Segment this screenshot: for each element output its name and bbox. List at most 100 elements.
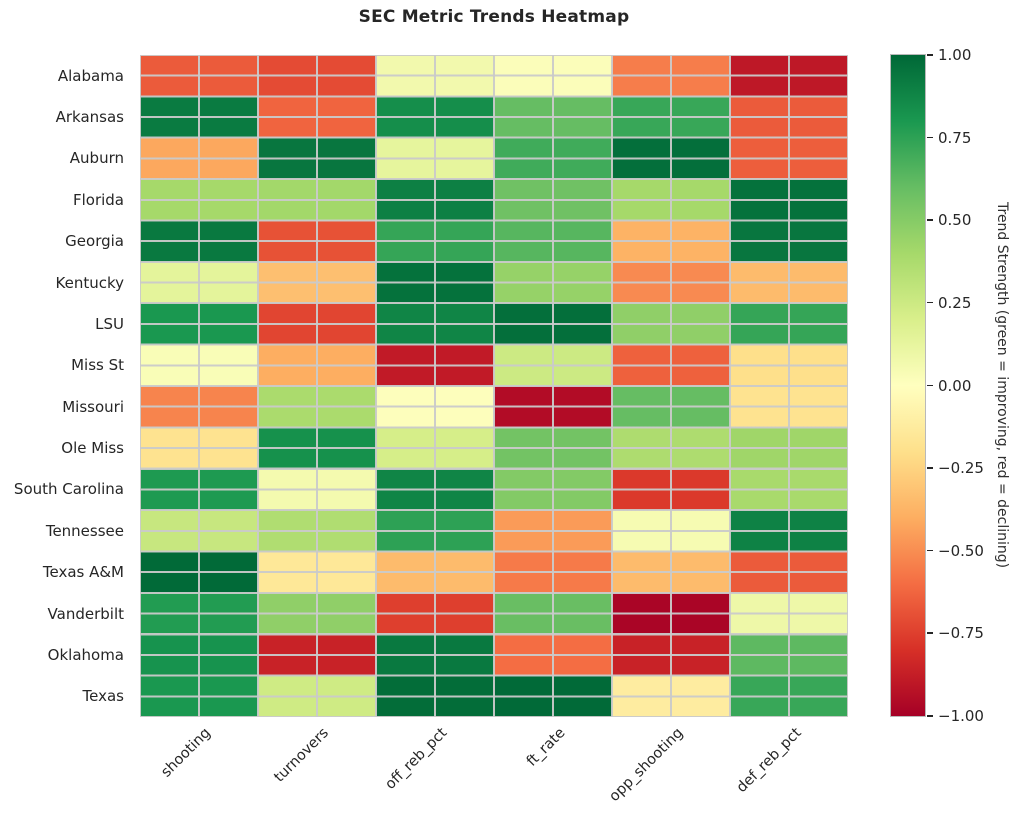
y-tick-label: Vanderbilt (47, 604, 124, 623)
heatmap-cell (140, 261, 258, 304)
heatmap-cell (376, 179, 494, 221)
heatmap-cell (612, 592, 730, 635)
heatmap-cell (140, 675, 258, 717)
colorbar-tick-label: 1.00 (938, 46, 972, 64)
colorbar-tick-label: 0.75 (938, 128, 972, 147)
heatmap-cell (612, 427, 730, 469)
heatmap-cell (612, 179, 730, 221)
heatmap-cell (140, 55, 258, 97)
colorbar-tick-mark (927, 549, 933, 552)
heatmap-cell (612, 510, 730, 552)
heatmap-cell (376, 427, 494, 469)
heatmap-cell (258, 386, 376, 428)
heatmap-grid (140, 55, 848, 717)
colorbar-tick-mark (927, 715, 933, 717)
heatmap-cell (494, 303, 612, 345)
heatmap-cell (730, 510, 848, 552)
heatmap-cell (140, 386, 258, 428)
heatmap-cell (612, 303, 730, 345)
y-tick-label: Tennessee (45, 521, 124, 540)
y-tick-label: Texas (82, 687, 124, 706)
y-tick-label: Georgia (65, 232, 124, 251)
heatmap-cell (494, 179, 612, 221)
heatmap-cell (376, 468, 494, 511)
heatmap-cell (730, 468, 848, 511)
heatmap-cell (140, 179, 258, 221)
heatmap-cell (258, 427, 376, 469)
heatmap-cell (376, 675, 494, 717)
heatmap-cell (612, 344, 730, 386)
heatmap-cell (494, 427, 612, 469)
heatmap-cell (494, 96, 612, 138)
y-tick-label: Miss St (71, 356, 124, 375)
heatmap-cell (494, 510, 612, 552)
heatmap-cell (612, 634, 730, 676)
colorbar-tick-label: −1.00 (938, 707, 984, 725)
heatmap-cell (612, 468, 730, 511)
colorbar-tick-mark (927, 136, 933, 139)
heatmap-cell (140, 344, 258, 386)
heatmap-cell (494, 55, 612, 97)
colorbar-axis-label: Trend Strength (green = improving, red =… (994, 202, 1010, 569)
heatmap-cell (376, 303, 494, 345)
heatmap-cell (258, 303, 376, 345)
colorbar-tick-mark (927, 384, 933, 387)
heatmap-cell (140, 303, 258, 345)
heatmap-cell (612, 137, 730, 180)
heatmap-cell (612, 55, 730, 97)
heatmap-cell (730, 220, 848, 262)
y-tick-label: LSU (95, 314, 124, 333)
y-tick-label: Ole Miss (61, 439, 124, 458)
heatmap-cell (730, 592, 848, 635)
y-tick-label: Missouri (62, 397, 124, 416)
heatmap-cell (258, 96, 376, 138)
heatmap-cell (730, 96, 848, 138)
heatmap-cell (376, 261, 494, 304)
heatmap-cell (612, 96, 730, 138)
heatmap-cell (612, 386, 730, 428)
heatmap-cell (730, 303, 848, 345)
heatmap-cell (140, 551, 258, 593)
heatmap-cell (494, 344, 612, 386)
heatmap-cell (258, 592, 376, 635)
colorbar-gradient (890, 54, 926, 717)
colorbar-tick-mark (927, 301, 933, 304)
heatmap-cell (258, 261, 376, 304)
y-tick-label: Kentucky (55, 273, 125, 292)
heatmap-cell (376, 592, 494, 635)
heatmap-cell (258, 468, 376, 511)
heatmap-cell (612, 220, 730, 262)
y-axis-labels: Alabama Arkansas Auburn Florida Georgia Kentu… (0, 55, 132, 717)
x-tick-label: off_reb_pct (382, 725, 451, 793)
x-tick-label: ft_rate (523, 725, 569, 770)
y-tick-label: Arkansas (55, 108, 124, 127)
heatmap-cell (494, 261, 612, 304)
heatmap-cell (140, 468, 258, 511)
heatmap-cell (730, 634, 848, 676)
heatmap-cell (376, 344, 494, 386)
heatmap-cell (730, 344, 848, 386)
heatmap-cell (258, 55, 376, 97)
heatmap-cell (140, 137, 258, 180)
x-tick-label: opp_shooting (606, 725, 687, 805)
heatmap-cell (730, 179, 848, 221)
heatmap-cell (258, 344, 376, 386)
y-tick-label: Alabama (57, 66, 124, 85)
heatmap-cell (494, 551, 612, 593)
heatmap-cell (730, 427, 848, 469)
y-tick-label: Oklahoma (47, 645, 124, 664)
heatmap-cell (140, 220, 258, 262)
heatmap-cell (730, 137, 848, 180)
heatmap-cell (140, 510, 258, 552)
heatmap-cell (730, 261, 848, 304)
heatmap-cell (494, 220, 612, 262)
heatmap-cell (730, 675, 848, 717)
heatmap-cell (612, 551, 730, 593)
heatmap-cell (494, 675, 612, 717)
heatmap-cell (494, 386, 612, 428)
heatmap-cell (258, 634, 376, 676)
colorbar-tick-mark (927, 219, 933, 221)
heatmap-cell (730, 551, 848, 593)
heatmap-cell (376, 96, 494, 138)
